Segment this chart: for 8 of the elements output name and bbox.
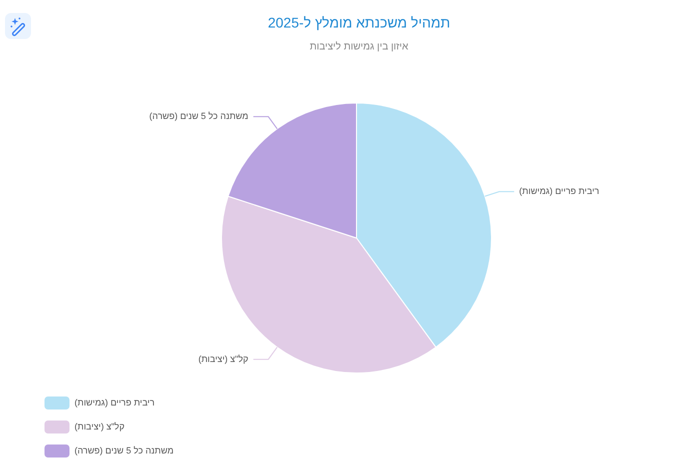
legend-label: ריבית פריים (גמישות) <box>74 397 155 408</box>
slice-label: ריבית פריים (גמישות) <box>519 186 600 196</box>
legend-label: משתנה כל 5 שנים (פשרה) <box>74 445 174 456</box>
chart-title: תמהיל משכנתא מומלץ ל-2025 <box>268 14 450 30</box>
chart-subtitle: איזון בין גמישות ליציבות <box>310 40 409 53</box>
legend-label: קל"צ (יציבות) <box>74 421 125 432</box>
slice-label: קל"צ (יציבות) <box>198 354 248 364</box>
slice-label: משתנה כל 5 שנים (פשרה) <box>149 111 248 122</box>
